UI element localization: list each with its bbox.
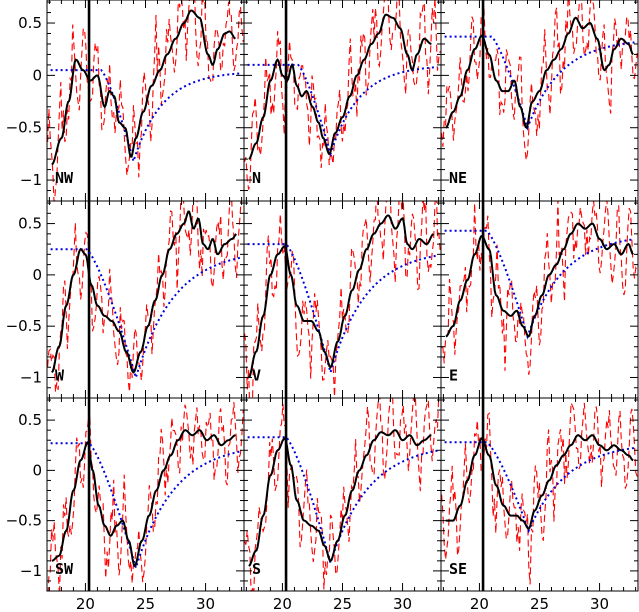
panel-label-sw: SW — [55, 560, 74, 578]
y-tick-label: 0 — [32, 266, 42, 284]
y-tick-label: 0.5 — [18, 215, 42, 233]
smooth-series-e — [445, 222, 634, 338]
smooth-series-nw — [51, 9, 236, 166]
panel-s: S — [243, 397, 442, 592]
panel-se: SE — [440, 397, 639, 592]
y-tick-label: 0 — [32, 461, 42, 479]
smooth-series-n — [248, 13, 432, 160]
panel-label-n: N — [252, 169, 261, 187]
raw-series-s — [244, 398, 440, 591]
raw-series-nw — [47, 0, 244, 201]
smooth-series-s — [248, 429, 432, 567]
model-curve-se — [444, 441, 635, 534]
panel-v: V — [243, 200, 442, 399]
raw-series-sw — [47, 402, 244, 591]
panel-ticks — [47, 0, 244, 201]
panel-ticks — [244, 0, 441, 201]
panel-label-nw: NW — [55, 169, 74, 187]
y-tick-label: −1 — [20, 562, 42, 580]
panel-ticks — [47, 201, 244, 398]
raw-series-v — [244, 201, 441, 398]
y-tick-label: −0.5 — [6, 119, 42, 137]
panel-frame — [46, 397, 245, 592]
panel-e: E — [440, 200, 639, 399]
panel-frame — [243, 0, 442, 202]
panel-w: W — [46, 200, 245, 399]
smooth-series-sw — [51, 429, 236, 568]
x-tick-label: 30 — [393, 595, 412, 612]
model-curve-w — [50, 248, 241, 382]
x-tick-label: 25 — [136, 595, 155, 612]
model-curve-v — [247, 243, 438, 376]
model-curve-sw — [50, 442, 241, 572]
y-tick-label: −0.5 — [6, 317, 42, 335]
panel-label-e: E — [449, 366, 458, 384]
raw-series-e — [441, 201, 638, 375]
x-tick-label: 25 — [530, 595, 549, 612]
x-tick-label: 30 — [196, 595, 215, 612]
panel-ticks — [441, 398, 638, 591]
panel-ne: NE — [440, 0, 639, 202]
model-curve-ne — [444, 35, 635, 131]
smooth-series-w — [51, 210, 238, 374]
raw-series-ne — [441, 0, 638, 161]
raw-series-n — [244, 0, 441, 190]
y-tick-label: 0.5 — [18, 411, 42, 429]
raw-series-se — [441, 402, 638, 585]
smooth-series-se — [445, 434, 634, 530]
panel-n: N — [243, 0, 442, 202]
panel-label-s: S — [252, 560, 261, 578]
panel-sw: SW — [46, 397, 245, 592]
y-tick-label: 0.5 — [18, 14, 42, 32]
x-tick-label: 20 — [273, 595, 292, 612]
axis-tick-labels: −1 −0.5 0 0.5 −1 −0.5 0 0.5 −1 −0.5 0 0.5 20 25 30 20 25… — [6, 14, 610, 612]
panel-frame — [243, 200, 442, 399]
panel-frame — [46, 0, 245, 202]
smooth-series-v — [248, 214, 435, 379]
model-curve-e — [444, 229, 635, 340]
x-tick-label: 30 — [590, 595, 609, 612]
x-tick-label: 25 — [333, 595, 352, 612]
raw-series-w — [47, 201, 242, 393]
panel-label-se: SE — [449, 560, 467, 578]
panel-ticks — [441, 201, 638, 398]
x-tick-label: 20 — [76, 595, 95, 612]
model-curve-s — [247, 436, 438, 567]
y-tick-label: −1 — [20, 368, 42, 386]
y-tick-label: −1 — [20, 171, 42, 189]
panel-ticks — [244, 201, 441, 398]
panel-frame — [46, 200, 245, 399]
y-tick-label: 0 — [32, 66, 42, 84]
panel-label-v: V — [252, 366, 261, 384]
x-tick-label: 20 — [470, 595, 489, 612]
panel-label-ne: NE — [449, 169, 467, 187]
panel-ticks — [441, 0, 638, 201]
smooth-series-ne — [445, 16, 634, 130]
panels-grid: NW N NE W V E SW S SE — [46, 0, 639, 592]
y-tick-label: −0.5 — [6, 512, 42, 530]
panel-label-w: W — [55, 366, 65, 384]
panel-ticks — [47, 398, 244, 591]
panel-ticks — [244, 398, 441, 591]
panel-nw: NW — [46, 0, 245, 202]
